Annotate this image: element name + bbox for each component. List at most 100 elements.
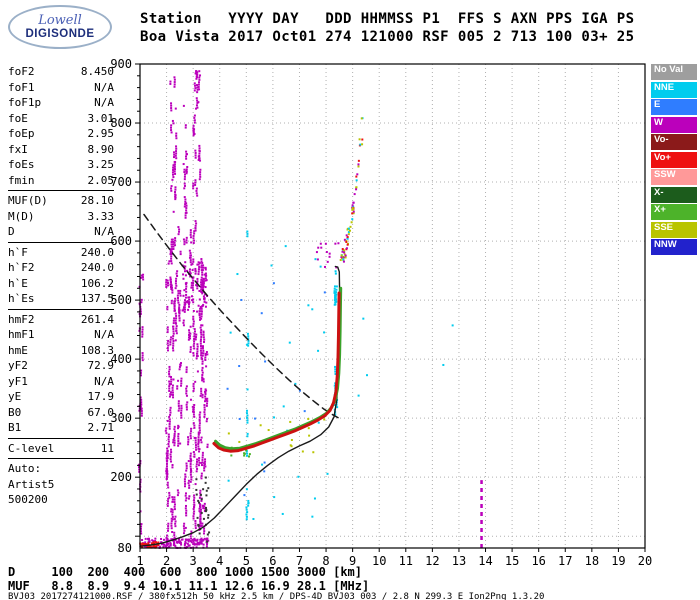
param-value: 3.33	[87, 209, 115, 223]
param-name: foF1p	[8, 96, 42, 109]
param-row: Auto:	[8, 461, 114, 477]
x-axis-label: 8	[322, 554, 329, 568]
param-value: 240.0	[80, 245, 114, 259]
param-row: foF1p N/A	[8, 95, 114, 111]
x-axis-label: 12	[425, 554, 439, 568]
param-name: foEp	[8, 127, 35, 140]
x-axis-label: 6	[269, 554, 276, 568]
param-value: N/A	[94, 80, 114, 94]
param-group: Auto: Artist5 500200	[8, 459, 114, 510]
param-value: 137.5	[80, 292, 114, 305]
y-axis-label: 400	[110, 352, 132, 366]
legend-ssw: SSW	[651, 169, 697, 185]
x-axis-label: 11	[399, 554, 413, 568]
param-row: M(D) 3.33	[8, 209, 114, 225]
param-row: B1 2.71	[8, 420, 114, 436]
param-name: foE	[8, 111, 28, 125]
x-axis-label: 4	[216, 554, 223, 568]
param-value: 67.0	[87, 405, 115, 419]
param-value: 2.71	[87, 421, 115, 434]
param-value: 3.25	[87, 158, 115, 171]
param-row: C-level 11	[8, 441, 114, 457]
y-axis-label: 80	[118, 541, 132, 555]
legend-sse: SSE	[651, 221, 697, 238]
y-axis-label: 900	[110, 57, 132, 71]
param-value: N/A	[94, 374, 114, 388]
param-value: 2.95	[87, 127, 115, 140]
x-axis-label: 2	[163, 554, 170, 568]
param-row: fmin 2.05	[8, 173, 114, 189]
legend-no-val: No Val	[651, 64, 697, 80]
param-value: 8.450	[80, 65, 114, 78]
param-row: h`Es 137.5	[8, 291, 114, 307]
param-row: 500200	[8, 492, 114, 508]
param-name: MUF(D)	[8, 194, 48, 207]
param-name: Artist5	[8, 477, 55, 491]
x-axis-label: 9	[349, 554, 356, 568]
param-row: yF1 N/A	[8, 374, 114, 390]
direction-legend: No Val NNE E W Vo- Vo+ SSW X- X+ SSE NNW	[651, 64, 697, 257]
param-name: hmF1	[8, 328, 35, 341]
parameter-panel: foF2 8.450 foF1 N/A foF1p N/A foE 3.01 foEp 2.95 f…	[8, 62, 114, 510]
param-value: 240.0	[80, 261, 114, 274]
param-value: N/A	[94, 225, 114, 238]
legend-x+: X+	[651, 204, 697, 220]
param-row: hmF1 N/A	[8, 327, 114, 343]
param-name: h`F	[8, 245, 28, 259]
x-axis-label: 18	[585, 554, 599, 568]
param-name: fmin	[8, 173, 35, 187]
param-name: fxI	[8, 142, 28, 156]
legend-x-: X-	[651, 186, 697, 203]
param-row: Artist5	[8, 477, 114, 493]
param-group: h`F 240.0 h`F2 240.0 h`E 106.2 h`Es 137.5	[8, 243, 114, 310]
lowell-digisonde-logo: Lowell DIGISONDE	[8, 5, 112, 49]
param-name: B0	[8, 405, 22, 419]
legend-vo+: Vo+	[651, 151, 697, 168]
param-value: 108.3	[80, 343, 114, 357]
param-name: yF2	[8, 359, 28, 372]
station-header-values: Boa Vista 2017 Oct01 274 121000 RSF 005 …	[140, 29, 635, 45]
param-value: 28.10	[80, 194, 114, 207]
legend-nnw: NNW	[651, 239, 697, 255]
param-name: h`E	[8, 276, 28, 290]
x-axis-label: 14	[478, 554, 492, 568]
param-name: h`Es	[8, 292, 35, 305]
param-name: 500200	[8, 493, 48, 506]
param-name: yF1	[8, 374, 28, 388]
param-value: 106.2	[80, 276, 114, 290]
param-row: foF1 N/A	[8, 80, 114, 96]
x-axis-label: 7	[296, 554, 303, 568]
param-name: B1	[8, 421, 22, 434]
x-axis-label: 5	[243, 554, 250, 568]
param-value: N/A	[94, 328, 114, 341]
y-axis-label: 200	[110, 470, 132, 484]
param-value: 261.4	[80, 312, 114, 326]
d-muf-table: D 100 200 400 600 800 1000 1500 3000 [km…	[8, 565, 370, 593]
param-row: D N/A	[8, 224, 114, 240]
logo-digisonde-text: DIGISONDE	[25, 27, 95, 40]
param-name: M(D)	[8, 209, 35, 223]
param-value: 17.9	[87, 390, 115, 403]
y-axis-label: 600	[110, 234, 132, 248]
file-info-line: BVJ03_2017274121000.RSF / 380fx512h 50 k…	[8, 592, 545, 600]
param-row: MUF(D) 28.10	[8, 193, 114, 209]
param-value: 3.01	[87, 111, 115, 125]
x-axis-label: 16	[531, 554, 545, 568]
x-axis-label: 15	[505, 554, 519, 568]
param-row: h`F 240.0	[8, 245, 114, 261]
x-axis-label: 1	[136, 554, 143, 568]
param-row: B0 67.0	[8, 405, 114, 421]
param-row: foE 3.01	[8, 111, 114, 127]
y-axis-label: 500	[110, 293, 132, 307]
legend-w: W	[651, 116, 697, 133]
param-row: fxI 8.90	[8, 142, 114, 158]
y-axis-label: 700	[110, 175, 132, 189]
param-row: yE 17.9	[8, 389, 114, 405]
legend-e: E	[651, 99, 697, 115]
param-name: foF2	[8, 65, 35, 78]
x-axis-label: 17	[558, 554, 572, 568]
x-axis-label: 20	[638, 554, 652, 568]
param-name: yE	[8, 390, 22, 403]
param-value: 11	[100, 441, 114, 455]
